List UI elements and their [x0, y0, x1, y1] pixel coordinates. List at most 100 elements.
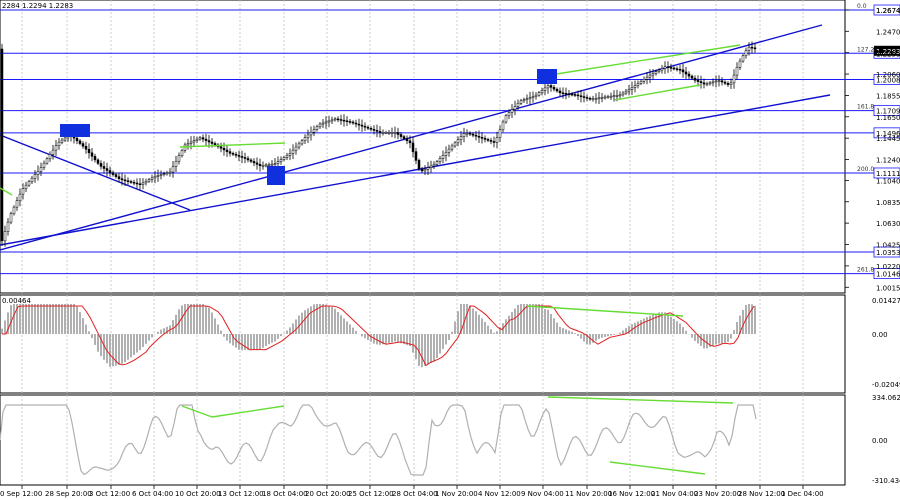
candle-body: [582, 96, 586, 98]
candle-body: [453, 142, 457, 147]
time-axis[interactable]: 0 Sep 12:00 28 Sep 20:003 Oct 12:00 6 Oct …: [0, 485, 824, 498]
candle-body: [360, 124, 364, 127]
price-level-label: 1.2008: [876, 76, 900, 84]
divergence-line: [614, 84, 701, 101]
ohlc-header: 2284 1.2294 1.2283: [2, 2, 73, 10]
candle-body: [591, 98, 595, 100]
current-price-tag: [874, 45, 900, 56]
candle-body: [486, 139, 490, 141]
fib-label: 261.8: [857, 267, 874, 274]
pattern-marker: [537, 69, 557, 84]
candle-body: [684, 71, 688, 75]
candle-body: [393, 132, 397, 134]
candle-body: [198, 137, 202, 140]
candle-body: [411, 142, 415, 152]
candle-body: [132, 181, 136, 184]
time-axis-label: 0 Sep 12:00: [0, 490, 42, 498]
candle-body: [429, 165, 433, 168]
candle-body: [663, 66, 667, 69]
candle-body: [330, 119, 334, 122]
pattern-marker: [267, 166, 285, 185]
candle-body: [45, 158, 49, 164]
candle-body: [111, 172, 115, 175]
price-axis-label: 1.1445: [876, 135, 900, 143]
candle-body: [390, 132, 394, 134]
candle-body: [0, 48, 4, 242]
candle-body: [105, 168, 109, 171]
candle-body: [402, 136, 406, 139]
price-axis-label: 1.0425: [876, 242, 900, 250]
candle-body: [237, 155, 241, 157]
price-level-box: [873, 167, 900, 179]
candle-body: [696, 80, 700, 82]
time-axis-label: 6 Oct 04:00: [132, 490, 173, 498]
candle-body: [204, 138, 208, 141]
candle-body: [177, 155, 181, 162]
main-price-pane[interactable]: 1.26740.01.2259127.21.20081.1709161.81.1…: [0, 0, 900, 294]
price-divergence-lines: [0, 44, 741, 196]
candle-body: [93, 156, 97, 161]
cci-axis[interactable]: 334.0624 0.00 -310.434: [872, 394, 900, 485]
candle-body: [228, 151, 232, 154]
price-level-label: 1.0146: [876, 271, 900, 279]
candle-body: [444, 151, 448, 156]
candle-body: [186, 143, 190, 146]
candle-body: [120, 178, 124, 181]
candle-body: [369, 128, 373, 130]
candle-body: [90, 152, 94, 157]
candle-body: [519, 100, 523, 104]
candle-body: [96, 159, 100, 164]
candle-body: [243, 157, 247, 159]
price-level-label: 1.1709: [876, 108, 900, 116]
candle-body: [252, 161, 256, 164]
candle-body: [339, 119, 343, 121]
macd-pane[interactable]: 0.00464: [0, 294, 846, 394]
candle-body: [528, 97, 532, 99]
cci-divergence-line: [547, 396, 734, 404]
candle-body: [498, 129, 502, 138]
macd-axis[interactable]: 0.01427 0.00 -0.02049: [872, 297, 900, 389]
time-axis-label: 13 Oct 12:00: [218, 490, 264, 498]
fib-label: 0.0: [857, 3, 867, 10]
candle-body: [123, 179, 127, 182]
fib-label: 200.0: [857, 166, 874, 173]
candle-body: [381, 132, 385, 134]
time-axis-label: 16 Nov 12:00: [608, 490, 655, 498]
candle-body: [171, 166, 175, 173]
cci-pane[interactable]: [0, 394, 846, 486]
candle-body: [510, 109, 514, 113]
candle-body: [147, 179, 151, 182]
price-axis[interactable]: 1.2674 1.2470 1.2265 1.2060 1.1855 1.1650 1.14…: [845, 7, 900, 292]
price-axis-label: 1.1855: [876, 92, 900, 100]
trend-line: [0, 24, 823, 251]
candle-body: [501, 121, 505, 131]
candle-body: [267, 164, 271, 166]
candle-body: [642, 78, 646, 82]
candle-body: [615, 95, 619, 97]
candle-body: [513, 106, 517, 110]
candle-body: [276, 161, 280, 164]
candle-body: [594, 97, 598, 100]
price-level-box: [873, 127, 900, 139]
candle-body: [363, 125, 367, 128]
candle-body: [516, 102, 520, 107]
horizontal-levels: 1.26740.01.2259127.21.20081.1709161.81.1…: [0, 3, 900, 280]
candle-body: [675, 68, 679, 70]
candle-body: [744, 50, 748, 57]
candle-body: [621, 92, 625, 96]
candle-body: [159, 174, 163, 176]
candle-body: [690, 75, 694, 79]
macd-value: 0.00464: [2, 297, 31, 305]
time-axis-label: 18 Oct 04:00: [262, 490, 308, 498]
price-axis-label: 1.0015: [876, 284, 900, 292]
candle-body: [219, 146, 223, 149]
candle-body: [225, 149, 229, 152]
candle-body: [189, 141, 193, 144]
candle-body: [483, 138, 487, 140]
cci-axis-label: 334.0624: [872, 394, 900, 402]
candle-body: [291, 149, 295, 154]
candle-body: [294, 146, 298, 151]
candle-body: [480, 137, 484, 139]
candle-body: [312, 129, 316, 133]
